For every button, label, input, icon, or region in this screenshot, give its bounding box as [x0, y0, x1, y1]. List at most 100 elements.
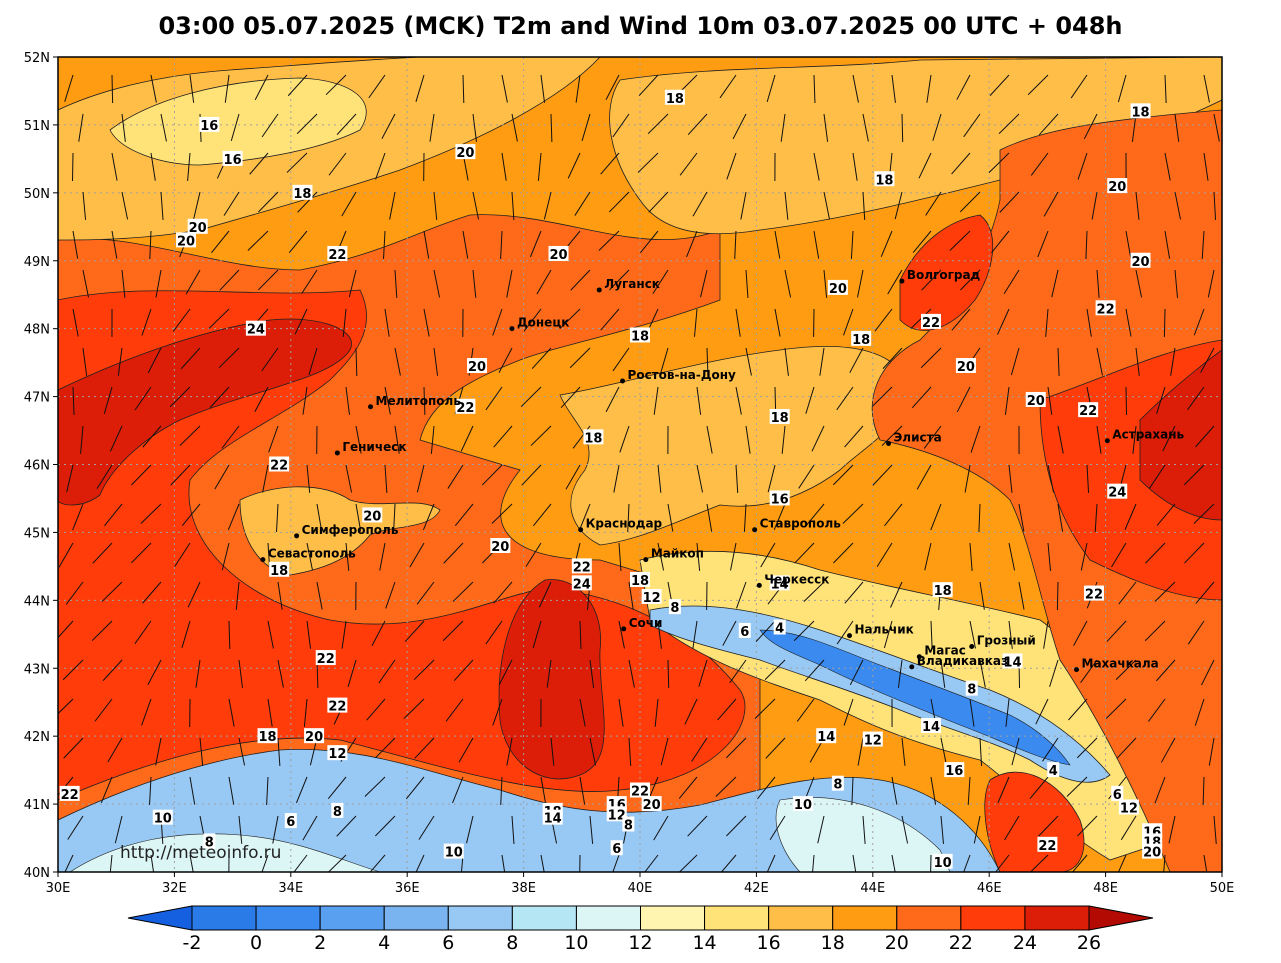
wind-barb	[988, 152, 1010, 173]
wind-barb	[726, 815, 747, 837]
wind-barb	[91, 620, 113, 642]
lat-tick-label: 40N	[24, 866, 50, 881]
wind-barb	[1195, 425, 1215, 448]
contour-label: 14	[817, 730, 835, 745]
wind-barb	[729, 659, 747, 684]
contour-label-bg	[304, 728, 325, 744]
wind-barb	[1118, 581, 1137, 605]
contour-label: 20	[1027, 394, 1045, 409]
contour-label-bg	[269, 456, 290, 472]
wind-barb	[844, 425, 864, 448]
wind-barb	[257, 269, 279, 291]
wind-barb	[493, 425, 513, 448]
wind-barb	[618, 620, 625, 649]
wind-barb	[155, 737, 162, 766]
wind-barb	[852, 152, 858, 181]
wind-barb	[881, 425, 903, 446]
wind-barb	[121, 191, 129, 220]
wind-barb	[570, 269, 591, 291]
wind-barb	[413, 659, 435, 681]
wind-barb	[969, 698, 975, 727]
contour-label-bg	[1025, 391, 1046, 407]
lat-tick-label: 51N	[24, 119, 50, 134]
wind-barb	[589, 659, 595, 688]
wind-barb	[501, 854, 506, 872]
wind-barb	[589, 737, 597, 766]
contour-label-bg	[1047, 762, 1060, 778]
contour-label: 8	[624, 818, 633, 833]
wind-barb	[813, 74, 816, 104]
wind-barb	[559, 308, 581, 329]
wind-barb	[1008, 620, 1013, 649]
wind-barb	[134, 386, 152, 411]
colorbar-swatch	[575, 905, 642, 931]
wind-barb	[569, 347, 591, 369]
wind-barb	[433, 347, 439, 376]
wind-barb	[230, 113, 240, 142]
contour-label: 22	[270, 459, 288, 474]
contour-label: 20	[549, 248, 567, 263]
wind-barb	[579, 776, 586, 805]
lat-tick-label: 49N	[24, 255, 50, 270]
lat-tick-label: 48N	[24, 323, 50, 338]
wind-barb	[693, 308, 698, 337]
wind-barb	[1125, 308, 1132, 337]
contour-label-bg	[816, 728, 837, 744]
wind-barb	[462, 230, 469, 259]
wind-barb	[1096, 269, 1100, 298]
wind-barb	[369, 854, 386, 872]
wind-barb	[880, 230, 893, 258]
wind-barb	[745, 347, 752, 376]
wind-barb	[1073, 620, 1088, 646]
contour-label: 10	[445, 846, 463, 861]
wind-barb	[492, 308, 503, 336]
city-label: Волгоград	[907, 268, 981, 282]
wind-barb	[385, 581, 396, 609]
lon-tick-label: 46E	[977, 881, 1002, 896]
wind-barb	[500, 230, 503, 259]
wind-barb	[612, 854, 620, 872]
wind-barb	[887, 269, 903, 295]
wind-barb	[423, 386, 426, 416]
wind-barb	[1035, 698, 1049, 725]
lon-tick-label: 30E	[46, 881, 71, 896]
wind-barb	[1057, 425, 1064, 454]
wind-barb	[638, 74, 659, 97]
wind-barb	[964, 464, 971, 493]
wind-barb	[612, 347, 630, 372]
wind-barb	[416, 464, 425, 493]
wind-barb	[130, 542, 152, 564]
wind-barb	[613, 464, 620, 493]
wind-barb	[843, 308, 854, 336]
wind-barb	[706, 425, 713, 454]
wind-barb	[149, 230, 152, 259]
contour-label-bg	[921, 717, 941, 733]
contour-label-bg	[257, 728, 278, 744]
contour-label-bg	[1083, 585, 1104, 601]
wind-barb	[72, 230, 79, 259]
wind-barb	[1187, 620, 1205, 645]
contour-label-bg	[641, 796, 662, 812]
contour-label-bg	[827, 279, 848, 295]
city-label: Магас	[924, 644, 966, 658]
wind-barb	[111, 74, 114, 104]
contour-label: 10	[154, 812, 172, 827]
wind-barb	[111, 230, 118, 259]
wind-barb	[618, 698, 624, 727]
contour-label: 20	[1143, 846, 1161, 861]
wind-barb	[612, 113, 630, 138]
wind-barb	[637, 152, 659, 173]
wind-barb	[1068, 698, 1088, 721]
wind-barb	[565, 464, 581, 490]
wind-barb	[1011, 737, 1020, 766]
contour-label: 16	[771, 492, 789, 507]
city-label: Астрахань	[1112, 428, 1184, 442]
wind-barb	[757, 776, 776, 800]
wind-barb	[1213, 191, 1217, 220]
wind-barb	[891, 854, 896, 872]
wind-barb	[1195, 581, 1215, 604]
city-marker	[916, 654, 922, 660]
wind-barb	[1043, 191, 1059, 217]
wind-barb	[735, 308, 741, 337]
